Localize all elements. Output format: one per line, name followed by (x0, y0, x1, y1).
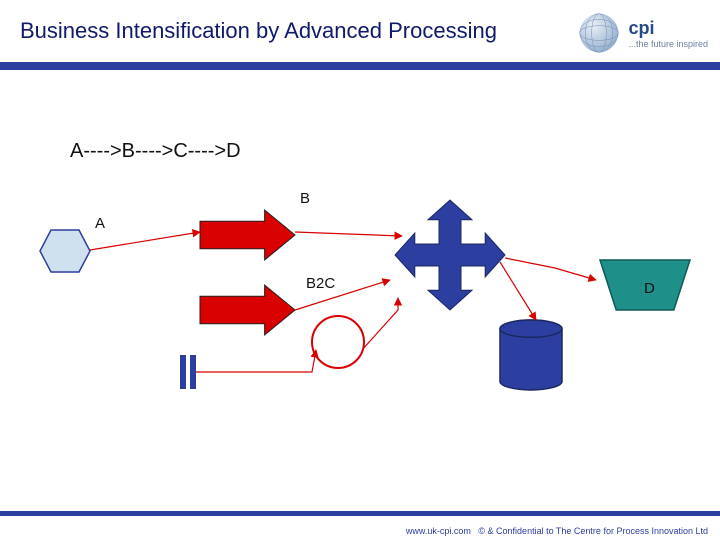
brand-logo: cpi ...the future inspired (576, 10, 708, 56)
footer-rule (0, 511, 720, 516)
diagram-label-D: D (644, 280, 655, 297)
logo-tagline: ...the future inspired (628, 39, 708, 49)
footer-confidential: © & Confidential to The Centre for Proce… (478, 526, 708, 536)
header-rule (0, 62, 720, 70)
page-title: Business Intensification by Advanced Pro… (20, 18, 497, 44)
globe-icon (576, 10, 622, 56)
diagram-label-B: B (300, 190, 310, 207)
slide: Business Intensification by Advanced Pro… (0, 0, 720, 540)
process-diagram: A B B2C D (0, 180, 720, 480)
footer-conf (473, 526, 476, 536)
diagram-label-A: A (95, 215, 105, 232)
footer-url: www.uk-cpi.com (406, 526, 471, 536)
subtitle: A---->B---->C---->D (70, 140, 241, 163)
diagram-label-B2C: B2C (306, 275, 335, 292)
logo-brand-text: cpi (628, 18, 708, 39)
footer: www.uk-cpi.com © & Confidential to The C… (0, 526, 720, 536)
